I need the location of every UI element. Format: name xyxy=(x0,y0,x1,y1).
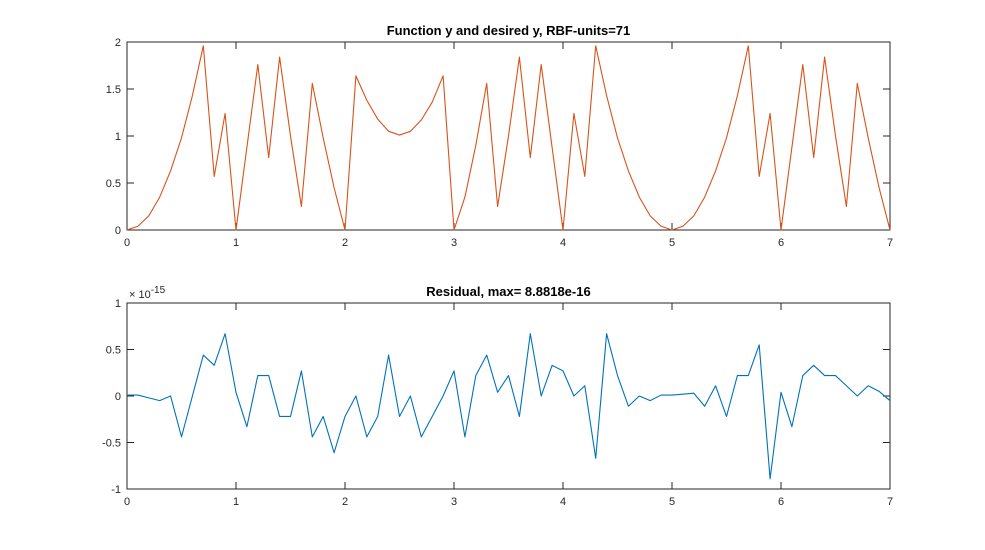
exponent-base: × 10 xyxy=(129,289,151,301)
series-line xyxy=(126,45,891,231)
series-line xyxy=(127,333,891,480)
y-tick-label: 1 xyxy=(115,131,121,143)
y-tick-label: -0.5 xyxy=(102,438,121,450)
x-tick-label: 3 xyxy=(451,237,457,249)
x-tick-label: 5 xyxy=(669,496,675,508)
x-tick-label: 6 xyxy=(778,237,784,249)
y-tick-label: 0.5 xyxy=(106,178,121,190)
y-tick-label: 0 xyxy=(115,391,121,403)
x-tick-label: 7 xyxy=(887,237,893,249)
x-tick-label: 0 xyxy=(124,237,130,249)
x-tick-label: 6 xyxy=(778,496,784,508)
chart-title: Residual, max= 8.8818e-16 xyxy=(426,284,590,299)
function-chart: Function y and desired y, RBF-units=71 0 1… xyxy=(106,23,893,249)
x-tick-label: 4 xyxy=(560,496,566,508)
exponent-power: -15 xyxy=(151,285,166,296)
x-tick-label: 4 xyxy=(560,237,566,249)
x-tick-label: 1 xyxy=(233,496,239,508)
y-tick-label: 0 xyxy=(115,225,121,237)
y-exponent-label: × 10-15 xyxy=(129,285,166,301)
y-tick-label: 1.5 xyxy=(106,84,121,96)
x-tick-label: 2 xyxy=(342,496,348,508)
x-tick-label: 2 xyxy=(342,237,348,249)
y-tick-label: 0.5 xyxy=(106,345,121,357)
x-tick-label: 5 xyxy=(669,237,675,249)
y-tick-label: -1 xyxy=(111,484,121,496)
x-tick-label: 3 xyxy=(451,496,457,508)
residual-chart: Residual, max= 8.8818e-16 0 1 2 3 4 5 6 7 -1 -0.5 0… xyxy=(102,284,893,508)
chart-title: Function y and desired y, RBF-units=71 xyxy=(387,23,631,38)
x-tick-label: 0 xyxy=(124,496,130,508)
axes-box xyxy=(126,302,891,490)
y-tick-label: 1 xyxy=(115,298,121,310)
y-tick-label: 2 xyxy=(115,37,121,49)
x-tick-label: 1 xyxy=(233,237,239,249)
x-tick-label: 7 xyxy=(887,496,893,508)
